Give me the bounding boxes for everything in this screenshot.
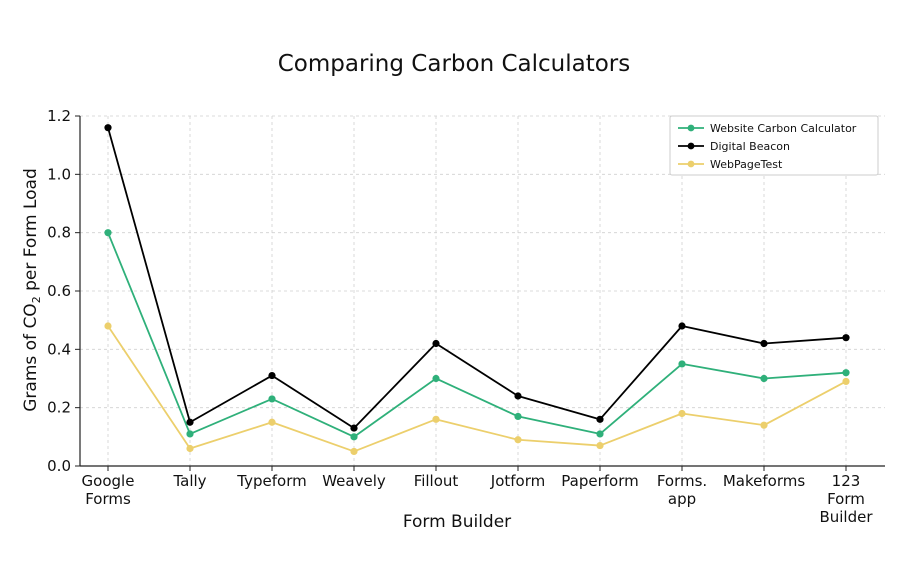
x-tick-label-line: Makeforms [723,472,805,490]
data-point [350,433,358,441]
grid [80,115,885,467]
chart-title: Comparing Carbon Calculators [278,51,631,77]
x-tick-label-line: Weavely [322,472,386,490]
data-point [186,444,194,453]
data-point [842,334,850,342]
y-axis-label-prefix: Grams of CO [21,303,41,411]
x-tick-label: Tally [172,472,206,490]
y-tick-label: 0.0 [47,457,71,475]
y-axis-label-subscript: 2 [30,296,43,303]
y-tick-label: 0.6 [47,282,71,300]
x-tick-label: Weavely [322,472,386,490]
x-tick-label: Google Forms [82,472,135,508]
x-ticks: Google Forms Tally Typeform Weavely Fillout Jo… [82,466,873,526]
data-point [432,374,440,383]
series-line [107,232,847,438]
data-point [596,415,604,423]
series-line [107,127,847,429]
data-point [104,229,112,237]
data-point [596,430,604,438]
data-point [104,124,112,132]
series-line [107,325,847,453]
series-digital-beacon [104,124,850,432]
x-tick-label: Typeform [236,472,306,490]
y-axis-label-suffix: per Form Load [21,168,41,296]
data-point [268,418,276,426]
x-tick-label-line: Jotform [490,472,545,490]
data-point [268,395,276,403]
data-point [678,322,686,330]
data-point [760,374,768,383]
legend-label: WebPageTest [710,158,783,171]
series [104,124,850,456]
data-point [432,415,440,423]
legend-label: Website Carbon Calculator [710,122,857,135]
y-tick-label: 1.0 [47,165,71,183]
x-tick-label-line: Paperform [561,472,638,490]
x-tick-label-line: Typeform [236,472,306,490]
x-tick-label-line: Forms [85,490,131,508]
y-tick-label: 0.8 [47,224,71,242]
legend-marker [687,142,695,150]
data-point [350,424,358,432]
x-tick-label-line: app [668,490,696,508]
data-point [842,377,850,386]
data-point [514,412,522,421]
data-point [186,430,194,438]
x-tick-label: Paperform [561,472,638,490]
y-tick-label: 0.4 [47,340,71,358]
data-point [186,418,194,426]
series-website-carbon-calculator [104,229,850,441]
y-tick-label: 0.2 [47,399,71,417]
x-tick-label: Forms. app [657,472,707,508]
x-tick-label-line: Form [827,490,865,508]
data-point [268,371,276,380]
data-point [760,421,768,429]
legend-frame [669,115,879,176]
x-tick-label: 123 Form Builder [819,472,873,526]
legend-marker [687,124,695,132]
x-tick-label-line: 123 [832,472,861,490]
data-point [104,322,112,330]
x-tick-label: Fillout [414,472,459,490]
data-point [350,447,358,456]
x-tick-label: Makeforms [723,472,805,490]
legend-entry: WebPageTest [678,158,783,171]
y-ticks: 0.0 0.2 0.4 0.6 0.8 1.0 1.2 [47,107,80,475]
x-tick-label-line: Fillout [414,472,459,490]
y-axis-label: Grams of CO2 per Form Load [21,168,43,412]
data-point [842,369,850,377]
x-tick-label-line: Google [82,472,135,490]
y-tick-label: 1.2 [47,107,71,125]
legend-entry: Website Carbon Calculator [678,122,857,135]
legend-entry: Digital Beacon [678,140,790,153]
data-point [514,392,522,400]
data-point [514,436,522,444]
x-tick-label-line: Forms. [657,472,707,490]
x-tick-label-line: Tally [172,472,206,490]
series-webpagetest [104,322,850,456]
data-point [678,409,686,418]
data-point [760,339,768,348]
x-tick-label-line: Builder [819,508,873,526]
data-point [678,360,686,368]
legend: Website Carbon Calculator Digital Beacon W… [669,115,879,176]
data-point [596,441,604,450]
x-axis-label: Form Builder [403,512,511,532]
data-point [432,339,440,348]
legend-marker [687,160,695,168]
legend-label: Digital Beacon [710,140,790,153]
x-tick-label: Jotform [490,472,545,490]
